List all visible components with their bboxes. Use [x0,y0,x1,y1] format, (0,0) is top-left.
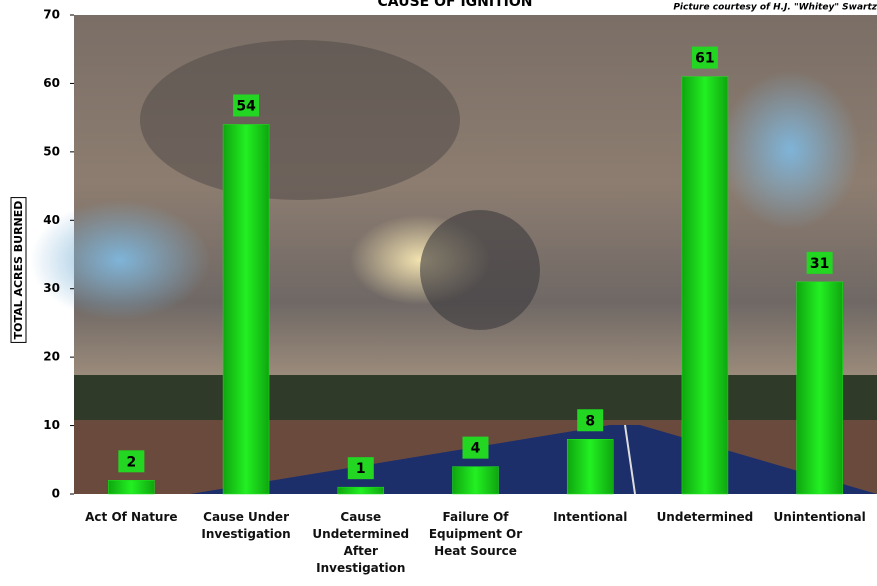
y-tick-label: 10 [43,418,60,432]
bar [566,439,614,495]
y-axis-label-box [10,197,27,343]
x-tick-label: Failure Of Equipment Or Heat Source [428,510,523,558]
bar [796,281,843,495]
value-label: 2 [126,454,136,470]
value-label: 1 [356,461,366,477]
bar [337,486,385,495]
y-tick-label: 70 [43,8,60,22]
x-tick-label: Undetermined [656,510,754,524]
value-label: 31 [810,256,829,272]
photo-credit: Picture courtesy of H.J. "Whitey" Swartz [673,3,877,13]
value-label-box [462,436,489,459]
x-tick-label: Intentional [553,510,628,524]
value-label: 54 [236,98,256,114]
background-photo [30,15,877,495]
x-tick-label: Act Of Nature [85,510,178,524]
chart-title: CAUSE OF IGNITION [378,0,533,10]
y-tick-label: 20 [43,350,60,364]
bar [222,124,270,495]
value-label-box [233,94,260,117]
value-label: 4 [471,441,481,457]
bar [108,480,155,495]
value-label-box [806,251,833,274]
value-label-box [577,409,604,432]
value-label-box [347,457,374,480]
bar [452,466,499,495]
y-tick-label: 0 [52,487,60,501]
value-label-box [691,46,718,69]
value-label: 61 [695,51,714,67]
y-tick-label: 60 [43,76,60,90]
y-tick-label: 40 [43,213,60,227]
y-axis-label: TOTAL ACRES BURNED [12,201,25,340]
value-label: 8 [585,413,595,429]
x-tick-label: Cause Under Investigation [201,510,291,541]
y-tick-label: 30 [43,281,60,295]
x-tick-label: Unintentional [773,510,866,524]
x-tick-label: Cause Undetermined After Investigation [312,510,410,575]
value-label-box [118,450,145,473]
y-tick-label: 50 [43,144,60,158]
bar [681,76,729,495]
